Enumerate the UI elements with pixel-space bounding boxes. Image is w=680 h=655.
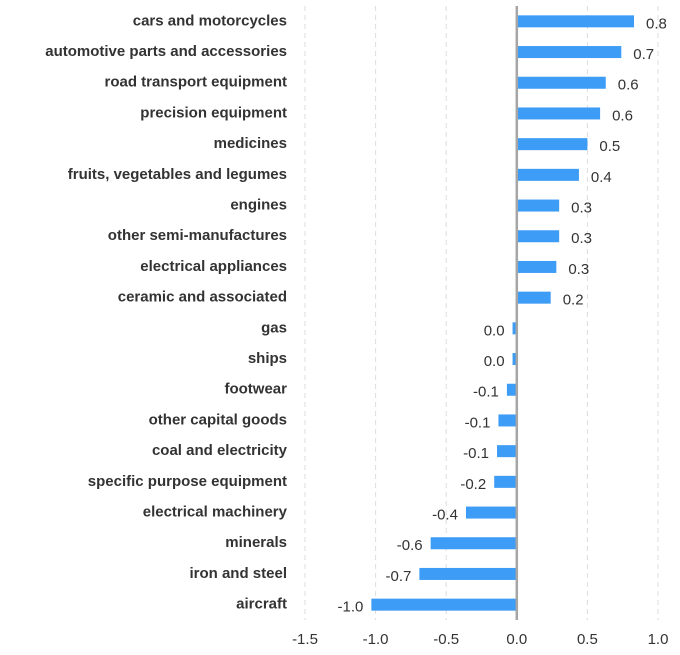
value-label: -0.1: [463, 445, 489, 462]
bar: [465, 506, 517, 519]
value-label: -0.1: [465, 414, 491, 431]
y-tick-label: ceramic and associated: [118, 289, 287, 306]
y-tick-label: iron and steel: [189, 565, 287, 582]
y-tick-label: fruits, vegetables and legumes: [68, 166, 287, 183]
y-tick-label: engines: [230, 197, 287, 214]
value-label: -0.6: [397, 537, 423, 554]
value-label: 0.0: [484, 322, 505, 339]
bar: [516, 107, 601, 120]
value-label: -0.1: [473, 384, 499, 401]
y-tick-label: road transport equipment: [104, 74, 287, 91]
value-label: 0.3: [571, 230, 592, 247]
y-tick-label: electrical appliances: [140, 258, 287, 275]
bar: [516, 46, 622, 59]
y-tick-label: footwear: [224, 381, 287, 398]
x-tick-label: -1.0: [363, 631, 389, 648]
bar: [512, 322, 517, 335]
bar: [494, 475, 517, 488]
x-tick-label: 0.0: [506, 631, 527, 648]
y-tick-label: ships: [248, 350, 287, 367]
bar: [512, 353, 517, 366]
value-label: 0.3: [568, 261, 589, 278]
y-tick-label: cars and motorcycles: [133, 12, 287, 29]
value-label: 0.5: [599, 138, 620, 155]
y-tick-label: electrical machinery: [143, 504, 288, 521]
bar: [430, 537, 517, 550]
bar: [516, 260, 557, 273]
value-label: 0.3: [571, 200, 592, 217]
value-label: -1.0: [338, 599, 364, 616]
value-label: -0.4: [432, 507, 458, 524]
bar: [371, 598, 517, 611]
y-tick-label: gas: [261, 319, 287, 336]
value-label: 0.2: [563, 292, 584, 309]
y-tick-label: specific purpose equipment: [88, 473, 287, 490]
y-tick-label: automotive parts and accessories: [45, 43, 287, 60]
bar: [516, 291, 551, 304]
bar: [516, 199, 560, 212]
x-tick-label: 1.0: [648, 631, 669, 648]
bar: [419, 567, 517, 580]
value-label: -0.7: [386, 568, 412, 585]
bar: [497, 445, 517, 458]
value-label: 0.6: [612, 107, 633, 124]
x-tick-label: 0.5: [577, 631, 598, 648]
bar: [516, 168, 579, 181]
bar: [498, 414, 517, 427]
value-label: 0.7: [633, 46, 654, 63]
value-label: -0.2: [460, 476, 486, 493]
value-label: 0.0: [484, 353, 505, 370]
bar: [516, 15, 634, 28]
value-label: 0.4: [591, 169, 612, 186]
bar: [506, 383, 517, 396]
x-tick-label: -1.5: [292, 631, 318, 648]
value-label: 0.6: [618, 77, 639, 94]
bar: [516, 138, 588, 151]
bar: [516, 230, 560, 243]
y-tick-label: coal and electricity: [152, 442, 288, 459]
value-label: 0.8: [646, 15, 667, 32]
y-tick-label: other semi-manufactures: [108, 227, 287, 244]
y-tick-label: aircraft: [236, 596, 287, 613]
bar: [516, 76, 606, 89]
y-tick-label: minerals: [225, 534, 287, 551]
y-tick-label: other capital goods: [149, 411, 287, 428]
y-tick-label: precision equipment: [140, 104, 287, 121]
x-tick-label: -0.5: [433, 631, 459, 648]
y-tick-label: medicines: [214, 135, 287, 152]
